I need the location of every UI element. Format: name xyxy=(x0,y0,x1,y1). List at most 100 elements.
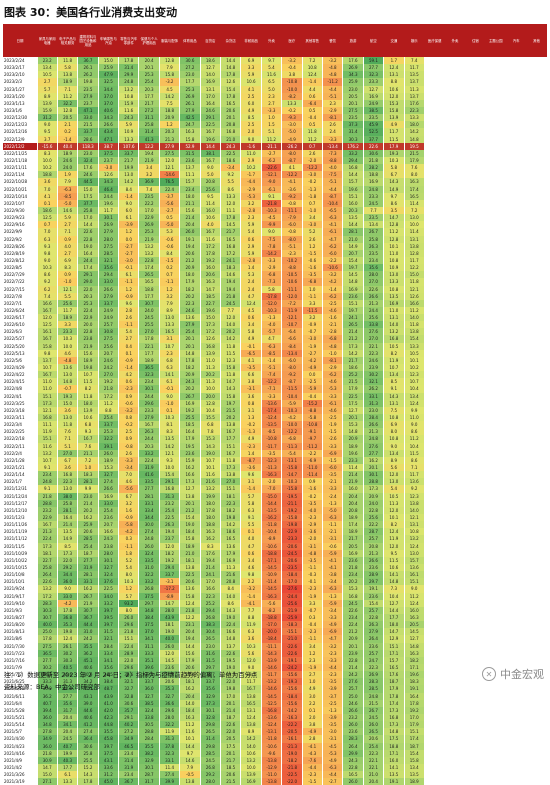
table-cell: 9.1 xyxy=(240,514,262,522)
table-cell: 25.5 xyxy=(77,756,99,764)
table-cell: 2.6 xyxy=(322,121,344,129)
table-cell: 12.2 xyxy=(179,613,201,622)
table-cell: -1.4 xyxy=(322,285,344,293)
table-cell: 22.0 xyxy=(220,728,242,736)
table-cell: 26.6 xyxy=(98,121,120,129)
table-cell: 3.2 xyxy=(118,499,140,507)
table-cell: 36.7 xyxy=(77,57,99,65)
table-cell: 2.7 xyxy=(118,335,140,343)
table-cell: -3.5 xyxy=(322,678,344,686)
table-cell: 21.8 xyxy=(37,492,58,500)
table-cell: -21.8 xyxy=(281,763,303,772)
table-cell: -0.2 xyxy=(302,178,323,186)
table-cell: 5.8 xyxy=(383,164,405,172)
table-cell: 12.3 xyxy=(404,371,425,379)
table-cell: 24.3 xyxy=(342,756,364,764)
table-cell: 22.8 xyxy=(342,763,364,772)
table-cell: 18.9 xyxy=(57,314,79,322)
table-cell: -1.1 xyxy=(118,278,140,286)
row-date: 2022/3/18 xyxy=(3,406,38,415)
table-cell: 0.1 xyxy=(159,406,181,415)
table-cell: 44.4 xyxy=(77,621,99,629)
table-cell: 8.8 xyxy=(98,406,120,415)
table-cell: 1.2 xyxy=(159,285,181,293)
table-cell: 14.2 xyxy=(220,335,242,343)
table-cell: 19.1 xyxy=(363,585,385,593)
table-cell: 22.5 xyxy=(179,571,201,579)
row-date: 2021/10/1 xyxy=(3,578,38,586)
table-cell: -4.8 xyxy=(322,64,344,72)
table-cell: 26.9 xyxy=(179,92,201,100)
table-row: 2022/6/24 16.7 11.7 22.4 24.9 2.8 24.0 8.9 24.6 1… xyxy=(3,306,547,315)
table-cell: 39.7 xyxy=(98,606,120,614)
table-cell: 8.0 xyxy=(118,606,140,614)
column-header: 娱乐 xyxy=(404,24,425,57)
table-cell: 27.4 xyxy=(159,771,181,779)
table-cell: 14.9 xyxy=(383,185,405,193)
table-cell: 10.4 xyxy=(404,442,425,450)
table-cell: 4.5 xyxy=(159,85,181,93)
table-cell: 20.2 xyxy=(179,385,201,393)
table-cell: -19.8 xyxy=(281,521,303,529)
table-cell: 12.0 xyxy=(37,314,58,322)
table-cell: 13.8 xyxy=(179,492,201,500)
table-cell: 16.6 xyxy=(179,471,201,479)
table-cell: 8.2 xyxy=(77,385,99,393)
table-cell: 14.2 xyxy=(220,521,242,529)
table-cell: 20.6 xyxy=(159,678,181,686)
table-cell: 2.5 xyxy=(118,428,140,436)
table-cell: -1.5 xyxy=(302,249,323,257)
table-cell: 31.7 xyxy=(57,706,79,714)
table-cell: -3.2 xyxy=(322,642,344,650)
table-cell: 20.0 xyxy=(200,392,222,400)
table-cell: 2.3 xyxy=(261,92,283,100)
table-cell: 2.3 xyxy=(159,349,181,357)
row-date: 2022/6/24 xyxy=(3,306,38,315)
table-cell: 24.1 xyxy=(200,571,222,579)
table-cell: -4.8 xyxy=(322,71,344,79)
table-cell: 6.3 xyxy=(240,506,262,514)
table-cell: -22.9 xyxy=(281,528,303,536)
table-cell: 17.4 xyxy=(179,671,201,679)
table-cell: 19.6 xyxy=(200,306,222,315)
table-cell: -10.4 xyxy=(322,199,344,207)
table-cell: 17.1 xyxy=(383,649,405,657)
table-cell: 13.8 xyxy=(220,471,242,479)
table-cell: 4.6 xyxy=(240,563,262,572)
table-cell: 0.9 xyxy=(57,235,79,243)
table-cell: 19.3 xyxy=(383,149,405,157)
row-date: 2021/10/22 xyxy=(3,556,38,564)
table-cell: 41.3 xyxy=(138,135,160,143)
table-cell: 29.9 xyxy=(342,749,364,757)
table-cell: -15.8 xyxy=(281,485,303,493)
table-cell: -16.8 xyxy=(261,706,283,714)
table-cell: 4.6 xyxy=(57,349,79,357)
table-cell: 16.7 xyxy=(37,521,58,529)
row-date: 2022/1/7 xyxy=(3,478,38,486)
table-cell: -4.3 xyxy=(302,749,323,757)
table-cell: 20.1 xyxy=(220,699,242,707)
table-cell: 14.7 xyxy=(220,378,242,386)
table-cell: 11.7 xyxy=(404,64,425,72)
table-cell: -5.9 xyxy=(322,549,344,557)
table-cell: 26.5 xyxy=(363,728,385,736)
table-cell: 14.7 xyxy=(200,285,222,293)
table-cell: 15.3 xyxy=(342,421,364,429)
table-cell: 20.3 xyxy=(159,128,181,136)
table-cell: 16.7 xyxy=(200,128,222,136)
table-cell: -2.3 xyxy=(302,585,323,593)
table-cell: 13.8 xyxy=(240,721,262,729)
table-cell: 24.6 xyxy=(77,171,99,179)
table-cell: 32.1 xyxy=(118,678,140,686)
table-cell: 34.1 xyxy=(138,635,160,643)
table-cell: 4.0 xyxy=(57,242,79,250)
watermark-text: 中金宏观 xyxy=(500,668,544,681)
table-cell: 31.3 xyxy=(57,678,79,686)
table-cell: 1.4 xyxy=(240,449,262,457)
table-cell: 29.4 xyxy=(159,563,181,572)
table-cell: 28.1 xyxy=(57,506,79,514)
table-cell: 26.5 xyxy=(200,635,222,643)
table-cell: 27.7 xyxy=(77,556,99,564)
table-cell: 107.6 xyxy=(118,142,140,150)
table-cell: 13.4 xyxy=(363,221,385,229)
